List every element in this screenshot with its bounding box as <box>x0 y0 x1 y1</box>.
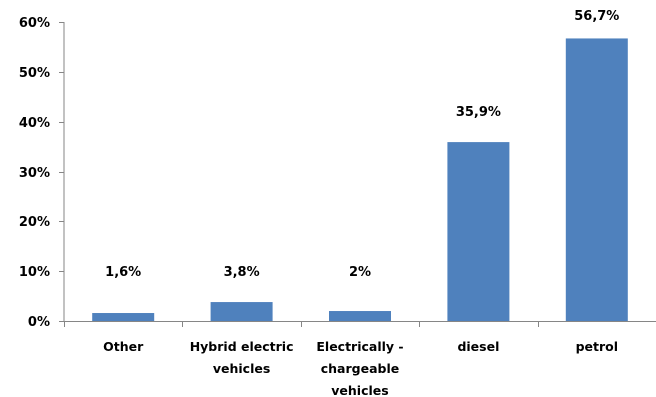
x-tick-label-line: Other <box>103 339 144 354</box>
bar <box>92 313 155 321</box>
x-tick-label-line: Hybrid electric <box>190 339 294 354</box>
y-tick-label: 0% <box>28 315 50 330</box>
data-label: 2% <box>349 265 371 280</box>
bar <box>210 302 273 321</box>
x-tick-label: Other <box>103 339 144 354</box>
x-tick-label-line: vehicles <box>213 361 270 376</box>
data-labels: 1,6% 3,8% 2% 35,9% 56,7% <box>105 9 619 280</box>
x-tick-label-line: Electrically - <box>316 339 403 354</box>
x-tick-label-line: petrol <box>576 339 618 354</box>
y-tick-label: 30% <box>19 166 50 181</box>
x-tick-label-line: chargeable <box>321 361 399 376</box>
y-tick-label: 20% <box>19 215 50 230</box>
x-tick-label: Electrically - chargeable vehicles <box>316 339 403 397</box>
x-tick-label: diesel <box>457 339 499 354</box>
y-tick-label: 40% <box>19 116 50 131</box>
y-tick-label: 60% <box>19 16 50 31</box>
data-label: 35,9% <box>456 105 501 120</box>
data-label: 56,7% <box>574 9 619 24</box>
bar <box>329 311 391 321</box>
y-axis: 0% 10% 20% 30% 40% 50% 60% <box>19 16 65 330</box>
x-tick-label-line: diesel <box>457 339 499 354</box>
x-tick-label-line: vehicles <box>331 383 388 397</box>
data-label: 1,6% <box>105 265 141 280</box>
bar <box>565 38 628 321</box>
x-tick-label: petrol <box>576 339 618 354</box>
x-tick-label: Hybrid electric vehicles <box>190 339 294 376</box>
bars <box>92 38 628 321</box>
bar <box>447 142 510 321</box>
data-label: 3,8% <box>224 265 260 280</box>
x-axis: Other Hybrid electric vehiclesElectrically… <box>64 321 656 397</box>
y-tick-label: 50% <box>19 66 50 81</box>
y-tick-label: 10% <box>19 265 50 280</box>
